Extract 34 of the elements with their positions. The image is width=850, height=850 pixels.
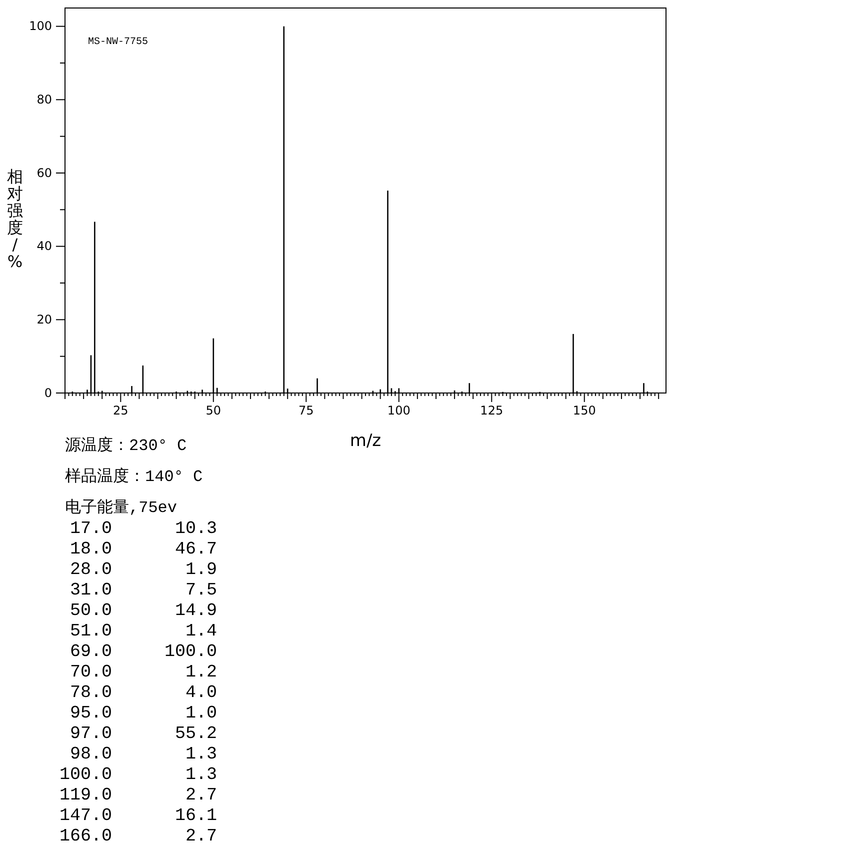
text: 31.0 7.5 xyxy=(70,580,217,600)
x-tick-label: 150 xyxy=(572,404,596,418)
x-tick-label: 25 xyxy=(113,404,128,418)
y-axis-title: 相对强度/% xyxy=(7,167,23,271)
text: 70.0 1.2 xyxy=(70,662,217,682)
y-tick-label: 60 xyxy=(36,166,52,180)
text: 97.0 55.2 xyxy=(70,724,217,744)
text: 98.0 1.3 xyxy=(70,744,217,764)
text: 69.0 100.0 xyxy=(70,642,217,662)
x-tick-label: 100 xyxy=(387,404,410,418)
text: 28.0 1.9 xyxy=(70,560,217,580)
x-axis-title: m/z xyxy=(350,431,382,451)
y-tick-label: 80 xyxy=(36,92,52,107)
text: 51.0 1.4 xyxy=(70,622,217,642)
text: 100.0 1.3 xyxy=(59,765,217,785)
text: 95.0 1.0 xyxy=(70,704,217,724)
text: 50.0 14.9 xyxy=(70,601,217,621)
text: 样品温度：140° C xyxy=(65,467,203,486)
x-tick-label: 125 xyxy=(480,404,504,418)
x-tick-label: 75 xyxy=(298,404,314,418)
text: 17.0 10.3 xyxy=(70,519,217,539)
text: 166.0 2.7 xyxy=(59,826,217,846)
y-tick-label: 100 xyxy=(29,19,52,34)
y-tick-label: 40 xyxy=(36,239,52,254)
text: 18.0 46.7 xyxy=(70,540,217,560)
text: MS-NW-7755 xyxy=(88,37,148,48)
x-tick-label: 50 xyxy=(206,404,222,418)
text: 电子能量,75ev xyxy=(65,498,178,517)
text: 78.0 4.0 xyxy=(70,683,217,703)
text: 147.0 16.1 xyxy=(59,806,217,826)
text: 源温度：230° C xyxy=(65,436,187,455)
y-tick-label: 0 xyxy=(44,386,52,400)
text: 119.0 2.7 xyxy=(59,786,217,806)
y-tick-label: 20 xyxy=(36,312,52,327)
